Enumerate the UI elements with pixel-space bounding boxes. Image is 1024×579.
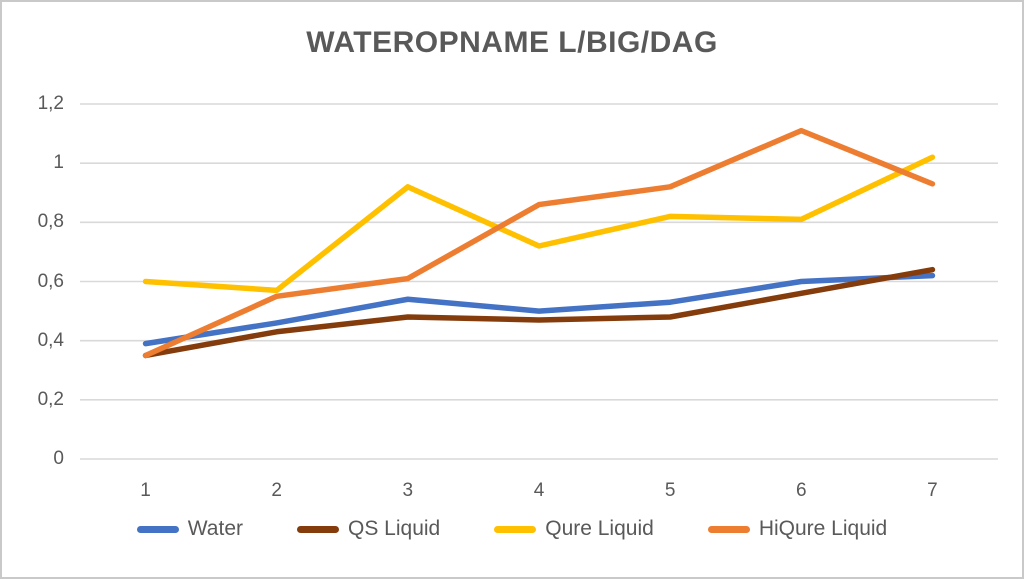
legend: Water QS Liquid Qure Liquid HiQure Liquid [2,517,1022,541]
x-tick-label: 4 [533,480,545,501]
legend-line-icon [494,525,537,533]
legend-label: Qure Liquid [545,517,654,540]
series-line-qs-liquid [142,266,936,359]
y-tick-label: 0,6 [37,270,64,292]
x-tick-label: 2 [271,480,282,501]
y-tick-label: 0,2 [37,388,64,410]
x-tick-label: 6 [795,480,807,501]
y-tick-label: 0,8 [37,211,64,233]
x-tick-label: 1 [140,480,151,501]
legend-item-hiqure-liquid: HiQure Liquid [707,517,888,541]
legend-label: Water [187,517,243,540]
y-tick-label: 0,4 [37,329,64,351]
x-tick-label: 5 [664,480,676,501]
x-tick-label: 3 [402,480,414,501]
y-tick-label: 0 [53,448,64,469]
series-line-qure-liquid [142,154,936,294]
legend-item-qure-liquid: Qure Liquid [494,517,654,541]
x-tick-label: 7 [927,480,938,501]
y-tick-label: 1,2 [37,93,64,114]
chart-title: WATEROPNAME L/BIG/DAG [306,26,718,59]
legend-label: QS Liquid [348,517,441,540]
series-line-water [142,272,936,347]
legend-item-qs-liquid: QS Liquid [297,517,440,541]
series-line-hiqure-liquid [142,127,936,359]
y-tick-label: 1 [53,152,64,174]
legend-item-water: Water [136,517,243,541]
legend-line-icon [136,525,179,533]
legend-line-icon [707,525,750,533]
legend-line-icon [297,525,339,533]
legend-label: HiQure Liquid [758,517,888,540]
